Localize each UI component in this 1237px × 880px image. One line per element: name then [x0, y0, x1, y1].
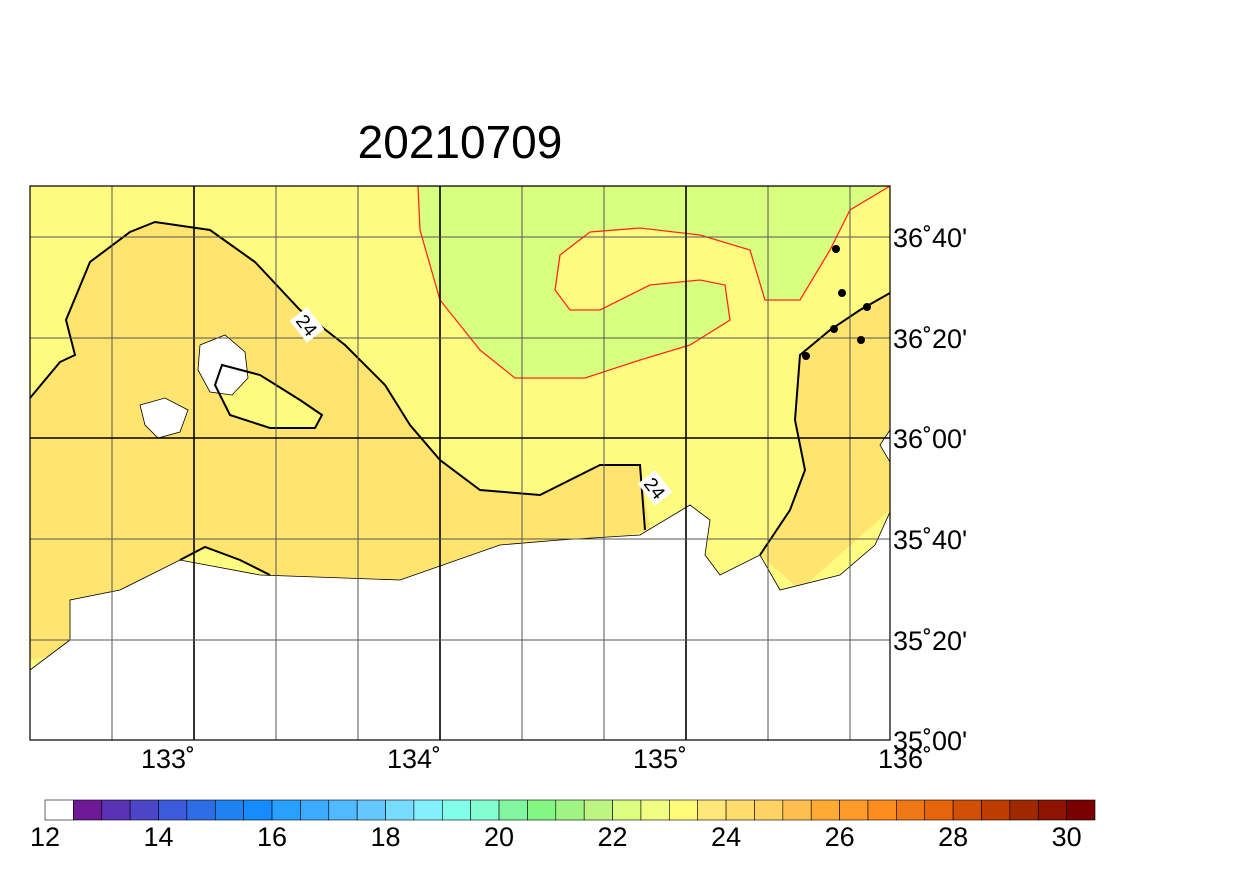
- contour-24: [759, 292, 890, 556]
- colorbar-label: 30: [1052, 822, 1082, 852]
- contour-24: [30, 220, 646, 531]
- station: [838, 289, 846, 297]
- colorbar-box: [214, 799, 244, 821]
- lon-label: 133˚: [141, 744, 195, 774]
- map-area: 24 24: [30, 186, 890, 740]
- graticule: [30, 186, 890, 740]
- colorbar-box: [583, 799, 613, 821]
- colorbar-label: 14: [143, 822, 173, 852]
- contour-24: [179, 545, 271, 576]
- colorbar-box: [498, 799, 528, 821]
- lon-label: 136˚: [878, 744, 932, 774]
- lat-label: 35˚40': [893, 525, 967, 555]
- colorbar-box: [555, 799, 585, 821]
- lat-label: 36˚40': [893, 223, 967, 253]
- colorbar-box: [129, 799, 159, 821]
- colorbar-box: [896, 799, 926, 821]
- colorbar-box: [725, 799, 755, 821]
- lat-label: 36˚00': [893, 424, 967, 454]
- colorbar-label: 22: [598, 822, 628, 852]
- station: [802, 352, 810, 360]
- colorbar-box: [952, 799, 982, 821]
- colorbar-box: [782, 799, 812, 821]
- warm-region-east: [760, 293, 890, 590]
- lat-label: 35˚20': [893, 626, 967, 656]
- lat-label: 35˚00': [893, 726, 967, 756]
- colorbar-box: [328, 799, 358, 821]
- colorbar-box: [385, 799, 415, 821]
- colorbar-box: [867, 799, 897, 821]
- colorbar-box: [101, 799, 131, 821]
- lon-labels: 133˚ 134˚ 135˚ 136˚: [141, 744, 932, 774]
- colorbar-box: [356, 799, 386, 821]
- label-bg: [289, 307, 325, 343]
- station: [830, 325, 838, 333]
- station: [832, 245, 840, 253]
- lat-labels: 36˚40' 36˚20' 36˚00' 35˚40' 35˚20' 35˚00': [893, 223, 967, 756]
- station: [863, 303, 871, 311]
- lat-label: 36˚20': [893, 324, 967, 354]
- colorbar-box: [1066, 799, 1096, 821]
- colorbar-box: [839, 799, 869, 821]
- colorbar-box: [413, 799, 443, 821]
- map-frame: [29, 185, 891, 741]
- land: [30, 504, 890, 740]
- colorbar-box: [441, 799, 471, 821]
- colorbar-box: [1009, 799, 1039, 821]
- colorbar-box: [271, 799, 301, 821]
- colorbar-box: [640, 799, 670, 821]
- colorbar-box: [1037, 799, 1067, 821]
- island: [139, 397, 189, 439]
- colorbar-label: 26: [825, 822, 855, 852]
- colorbar-box: [243, 799, 273, 821]
- colorbar-box: [754, 799, 784, 821]
- colorbar-box: [669, 799, 699, 821]
- colorbar-box: [612, 799, 642, 821]
- colorbar-box: [44, 799, 74, 821]
- colorbar-box: [527, 799, 557, 821]
- colorbar-box: [186, 799, 216, 821]
- colorbar: 12 14 16 18 20 22 24 26 28 30: [30, 799, 1096, 852]
- colorbar-box: [697, 799, 727, 821]
- colorbar-box: [981, 799, 1011, 821]
- label-bg: [637, 470, 673, 506]
- colorbar-box: [924, 799, 954, 821]
- station: [857, 336, 865, 344]
- colorbar-box: [300, 799, 330, 821]
- contour-24: [213, 363, 324, 429]
- cool-region: [417, 186, 890, 379]
- colorbar-label: 28: [938, 822, 968, 852]
- lon-label: 135˚: [633, 744, 687, 774]
- colorbar-box: [470, 799, 500, 821]
- lon-label: 134˚: [387, 744, 441, 774]
- colorbar-box: [158, 799, 188, 821]
- colorbar-label: 16: [257, 822, 287, 852]
- colorbar-label: 24: [711, 822, 741, 852]
- colorbar-label: 12: [30, 822, 60, 852]
- map-title: 20210709: [358, 116, 563, 168]
- colorbar-label: 20: [484, 822, 514, 852]
- colorbar-label: 18: [371, 822, 401, 852]
- colorbar-box: [810, 799, 840, 821]
- colorbar-box: [73, 799, 103, 821]
- stations: [802, 245, 871, 360]
